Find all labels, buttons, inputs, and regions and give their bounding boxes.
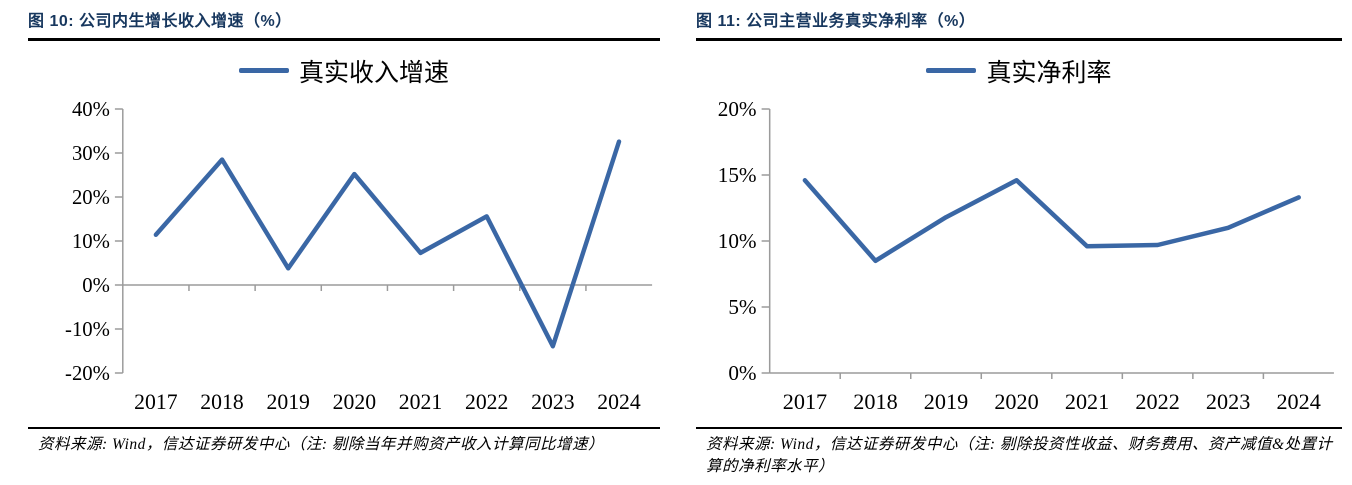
legend-net-margin: 真实净利率 <box>696 55 1342 87</box>
x-tick-label: 2023 <box>1206 389 1250 414</box>
x-tick-label: 2021 <box>399 389 442 413</box>
footer-rule <box>696 426 1342 429</box>
x-tick-label: 2017 <box>783 389 827 414</box>
x-tick-label: 2018 <box>200 389 244 413</box>
y-tick-label: 10% <box>718 229 757 253</box>
line-chart-net-margin: 20% 15% 10% 5% 0% 2017 2018 2019 2020 2021 2022 202… <box>696 89 1342 421</box>
x-tick-label: 2022 <box>1135 389 1179 414</box>
legend-label: 真实收入增速 <box>298 59 449 87</box>
legend-line-swatch <box>926 68 977 73</box>
x-tick-label: 2021 <box>1065 389 1109 414</box>
x-tick-label: 2024 <box>1276 389 1320 414</box>
title-rule <box>28 38 660 41</box>
figure-10: 图 10: 公司内生增长收入增速（%） 真实收入增速 40% 30% 20% 10% 0… <box>0 0 676 478</box>
y-tick-label: 0% <box>82 272 110 296</box>
title-rule <box>696 38 1342 41</box>
y-tick-label: 0% <box>728 361 756 385</box>
legend-line-swatch <box>238 68 289 73</box>
x-tick-label: 2020 <box>333 389 377 413</box>
chart-svg: 20% 15% 10% 5% 0% 2017 2018 2019 2020 2021 2022 202… <box>718 97 1334 414</box>
source-note: 资料来源: Wind，信达证券研发中心（注: 剔除投资性收益、财务费用、资产减值… <box>706 435 1333 475</box>
source-note: 资料来源: Wind，信达证券研发中心（注: 剔除当年并购资产收入计算同比增速） <box>38 435 604 453</box>
x-tick-label: 2022 <box>465 389 508 413</box>
footer-rule <box>28 426 660 429</box>
y-tick-label: -10% <box>65 316 110 340</box>
chart-svg: 40% 30% 20% 10% 0% -10% -20% 2017 2018 2019 2020 20… <box>65 96 653 414</box>
x-tick-label: 2019 <box>266 389 310 413</box>
y-tick-label: 10% <box>72 228 110 252</box>
legend-revenue-growth: 真实收入增速 <box>28 55 660 87</box>
series-line <box>802 177 1301 263</box>
y-tick-label: 40% <box>72 96 110 120</box>
figure-11: 图 11: 公司主营业务真实净利率（%） 真实净利率 20% 15% 10% 5% 0%… <box>676 0 1352 478</box>
x-tick-label: 2020 <box>994 389 1038 414</box>
series-line <box>153 138 622 348</box>
y-tick-label: 30% <box>72 140 110 164</box>
figure-10-title: 图 10: 公司内生增长收入增速（%） <box>28 13 292 30</box>
y-tick-label: -20% <box>65 360 110 384</box>
x-tick-label: 2019 <box>924 389 968 414</box>
x-tick-label: 2018 <box>853 389 897 414</box>
x-tick-label: 2024 <box>597 389 641 413</box>
y-tick-label: 15% <box>718 163 757 187</box>
y-tick-label: 20% <box>718 97 757 121</box>
y-tick-label: 20% <box>72 184 110 208</box>
x-tick-label: 2017 <box>134 389 178 413</box>
figure-11-title: 图 11: 公司主营业务真实净利率（%） <box>696 13 976 30</box>
y-tick-label: 5% <box>728 295 756 319</box>
line-chart-revenue-growth: 40% 30% 20% 10% 0% -10% -20% 2017 2018 2019 2020 20… <box>28 89 660 421</box>
x-tick-label: 2023 <box>531 389 575 413</box>
legend-label: 真实净利率 <box>986 59 1112 87</box>
